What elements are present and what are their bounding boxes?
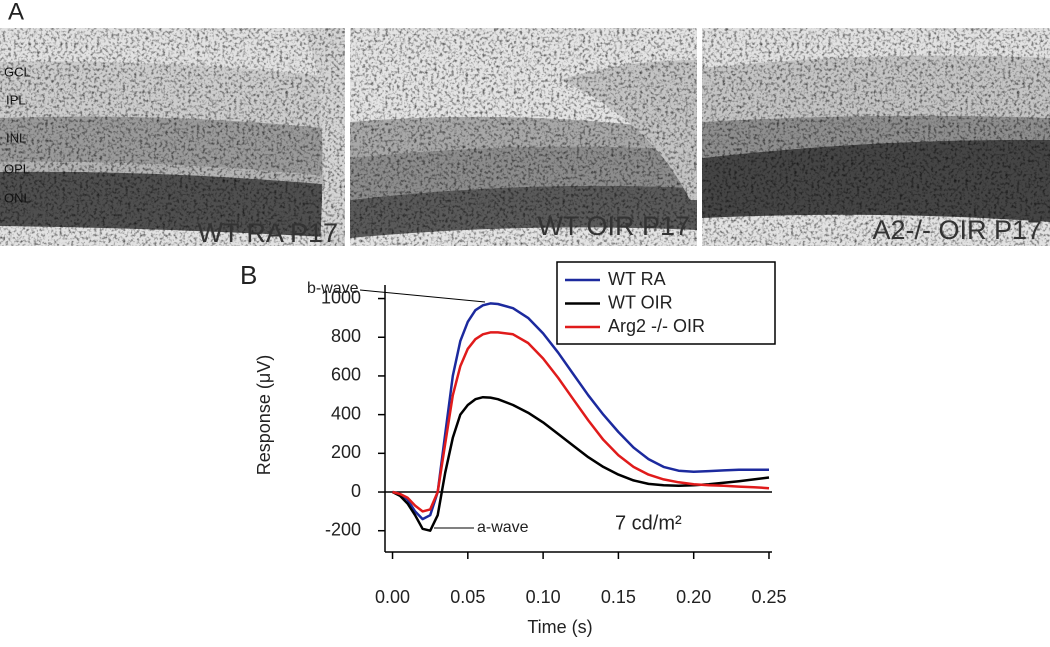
y-tick-label: 1000	[321, 287, 361, 307]
series-line	[392, 302, 769, 521]
legend-label: WT OIR	[608, 292, 673, 312]
x-tick-label: 0.05	[450, 587, 485, 607]
histology-image	[0, 28, 345, 246]
annotation: 7 cd/m²	[615, 512, 682, 534]
y-tick-label: 0	[351, 481, 361, 501]
image-caption: WT RA P17	[197, 218, 338, 248]
y-tick-label: 400	[331, 403, 361, 423]
histology-image	[350, 28, 697, 246]
annotation: a-wave	[477, 519, 529, 536]
image-caption: WT OIR P17	[537, 211, 690, 241]
x-tick-label: 0.20	[676, 587, 711, 607]
layer-label: GCL	[4, 64, 31, 79]
plot: -200 0 200 400 600 800 1000 0.00 0.05 0.10 0.15 0.2…	[321, 285, 787, 607]
x-tick-label: 0.15	[601, 587, 636, 607]
panel-label: B	[240, 260, 257, 290]
x-tick-label: 0.10	[526, 587, 561, 607]
legend-entries: WT RA WT OIR Arg2 -/- OIR	[565, 269, 705, 336]
x-tick-label: 0.25	[751, 587, 786, 607]
y-tick-label: 800	[331, 326, 361, 346]
annotation: b-wave	[307, 280, 359, 297]
legend-label: Arg2 -/- OIR	[608, 316, 705, 336]
legend-label: WT RA	[608, 269, 666, 289]
image-caption: A2-/- OIR P17	[872, 215, 1042, 245]
panel-label: A	[8, 0, 24, 25]
layer-label: OPL	[4, 161, 30, 176]
y-tick-label: 600	[331, 365, 361, 385]
layer-label: ONL	[4, 190, 31, 205]
y-tick-label: -200	[325, 519, 361, 539]
layer-label: IPL	[6, 92, 26, 107]
series-line	[391, 395, 770, 532]
x-axis-title: Time (s)	[527, 617, 592, 637]
y-tick-label: 200	[331, 442, 361, 462]
layer-label: INL	[6, 130, 26, 145]
annotation-arrow	[359, 289, 486, 303]
y-axis-title: Response (μV)	[254, 355, 274, 475]
histology-image	[702, 28, 1050, 246]
series-line	[392, 331, 770, 513]
x-tick-label: 0.00	[375, 587, 410, 607]
